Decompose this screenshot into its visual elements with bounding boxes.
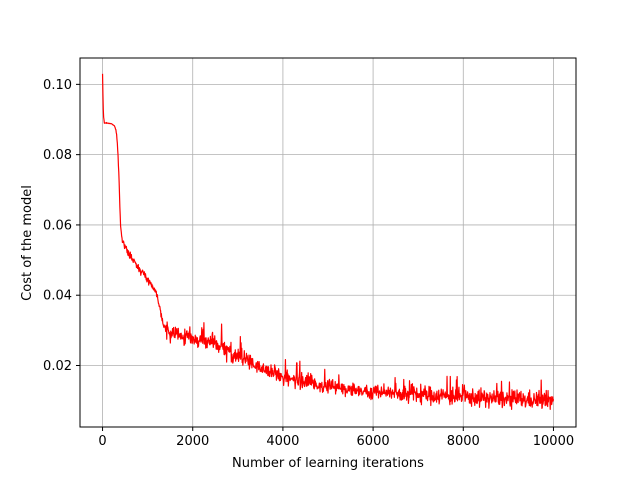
y-tick-label: 0.08 [43,148,72,163]
y-tick-label: 0.06 [43,218,72,233]
plot-frame [79,57,577,428]
x-axis-ticks: 0 2000 4000 6000 8000 10000 [98,427,574,449]
y-tick-label: 0.02 [43,359,72,374]
y-tick-label: 0.04 [43,289,72,304]
y-axis-label: Cost of the model [20,185,35,301]
x-tick-label: 4000 [266,434,299,449]
y-axis-ticks: 0.02 0.04 0.06 0.08 0.10 [43,78,80,374]
plot-area-background [80,58,576,427]
y-tick-label: 0.10 [43,78,72,93]
x-axis-label: Number of learning iterations [232,456,424,471]
x-tick-label: 8000 [447,434,480,449]
x-tick-label: 0 [98,434,106,449]
x-tick-label: 6000 [357,434,390,449]
cost-series-line [101,73,555,410]
grid [80,58,576,427]
x-tick-label: 2000 [176,434,209,449]
x-tick-label: 10000 [533,434,574,449]
series-layer [101,73,555,410]
